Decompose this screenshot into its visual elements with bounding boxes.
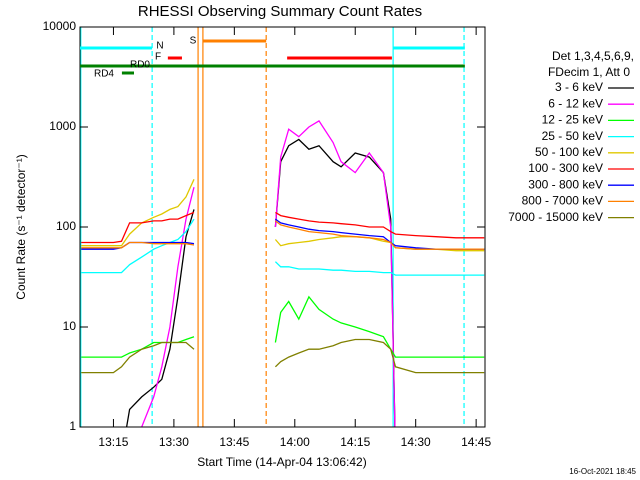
x-tick-label: 14:15	[340, 435, 370, 449]
chart-title: RHESSI Observing Summary Count Rates	[138, 3, 422, 20]
x-axis-label: Start Time (14-Apr-04 13:06:42)	[197, 455, 366, 469]
legend-label: 7000 - 15000 keV	[508, 210, 603, 224]
y-tick-label: 100	[56, 219, 76, 233]
footer: 16-Oct-2021 18:45	[569, 467, 636, 476]
y-tick-label: 10	[63, 319, 77, 333]
legend-title: Det 1,3,4,5,6,9,	[552, 49, 634, 63]
legend-label: 25 - 50 keV	[542, 129, 603, 143]
x-tick-label: 14:45	[461, 435, 491, 449]
x-tick-label: 14:30	[401, 435, 431, 449]
legend-label: 50 - 100 keV	[535, 145, 603, 159]
y-tick-label: 1	[69, 419, 76, 433]
legend-title: FDecim 1, Att 0	[548, 65, 630, 79]
series-line	[81, 211, 485, 244]
legend-label: 3 - 6 keV	[555, 80, 603, 94]
legend-label: 12 - 25 keV	[542, 113, 603, 127]
x-tick-label: 13:30	[159, 435, 189, 449]
plot-area	[80, 27, 485, 427]
x-tick-label: 14:00	[280, 435, 310, 449]
flag-label: RD0	[130, 60, 150, 71]
series-line	[81, 338, 485, 374]
legend-label: 800 - 7000 keV	[522, 194, 603, 208]
x-tick-label: 13:15	[98, 435, 128, 449]
legend-label: 6 - 12 keV	[548, 96, 603, 110]
flag-label: F	[155, 52, 161, 63]
y-tick-label: 10000	[43, 19, 77, 33]
y-tick-label: 1000	[49, 119, 76, 133]
x-tick-label: 13:45	[219, 435, 249, 449]
flag-label: N	[156, 41, 163, 52]
series-line	[140, 120, 396, 427]
flag-label: S	[190, 36, 197, 47]
flag-label: RD4	[94, 69, 114, 80]
series-line	[81, 218, 485, 276]
series-line	[81, 220, 485, 250]
y-axis-label: Count Rate (s⁻¹ detector⁻¹)	[14, 154, 28, 299]
legend-label: 100 - 300 keV	[528, 161, 603, 175]
legend-label: 300 - 800 keV	[528, 177, 603, 191]
series-line	[125, 138, 396, 427]
